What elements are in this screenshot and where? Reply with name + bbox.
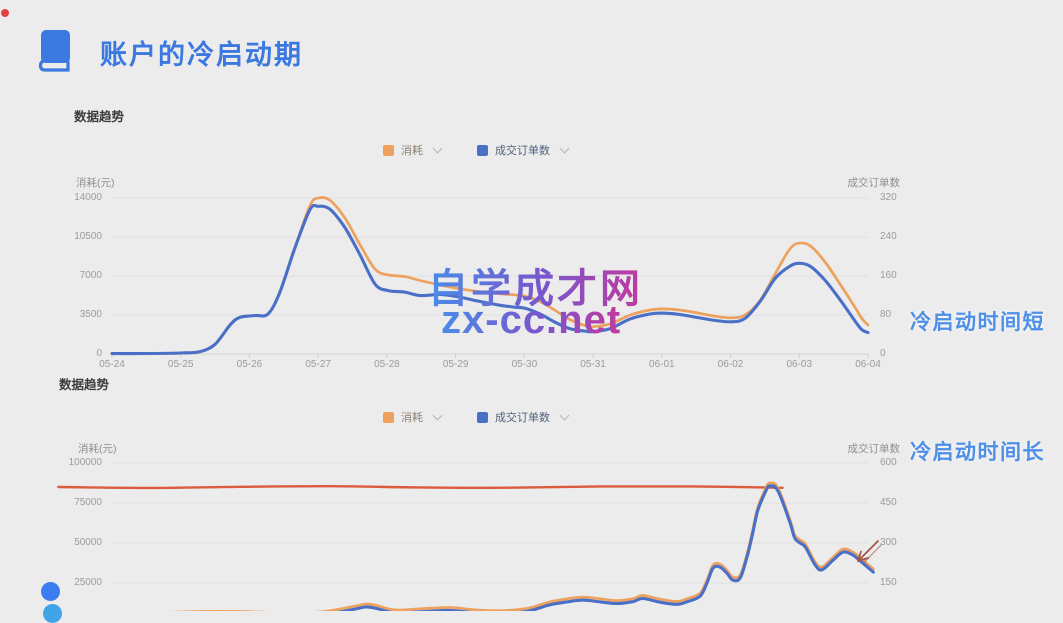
- legend-label: 消耗: [401, 145, 423, 157]
- y-axis-tick-right: 300: [880, 537, 897, 548]
- watermark-url: zx-cc.net: [441, 298, 622, 342]
- book-icon: [36, 28, 78, 76]
- y-axis-tick-left: 7000: [79, 270, 102, 281]
- page-title: 账户的冷启动期: [100, 39, 303, 70]
- chart1-right-axis-title: 成交订单数: [847, 177, 901, 189]
- orders-swatch-icon: [477, 411, 488, 423]
- y-axis-tick-left: 75000: [74, 497, 102, 508]
- y-axis-tick-left: 25000: [74, 577, 102, 588]
- legend-item-orders[interactable]: 成交订单数: [477, 142, 570, 158]
- page-header: 账户的冷启动期: [36, 28, 303, 76]
- recording-dot: [1, 9, 9, 17]
- y-axis-tick-right: 150: [880, 577, 897, 588]
- chart1-section-label: 数据趋势: [74, 110, 125, 124]
- legend-item-consumption[interactable]: 消耗: [383, 409, 443, 425]
- y-axis-tick-right: 600: [880, 457, 897, 468]
- bullet-dot-1: [41, 582, 60, 601]
- y-axis-tick-left: 14000: [74, 192, 102, 203]
- legend-label: 成交订单数: [495, 412, 550, 424]
- y-axis-tick-right: 0: [880, 348, 886, 359]
- x-axis-tick: 05-26: [236, 359, 263, 370]
- x-axis-tick: 06-01: [649, 359, 675, 370]
- x-axis-tick: 05-24: [99, 359, 125, 370]
- chart2-legend: 消耗 成交订单数: [383, 409, 570, 425]
- chart2-section-label: 数据趋势: [59, 378, 110, 392]
- y-axis-tick-right: 320: [880, 192, 897, 203]
- watermark-text: 自学成才网: [428, 256, 643, 314]
- chevron-down-icon[interactable]: [432, 410, 443, 420]
- legend-item-orders[interactable]: 成交订单数: [477, 409, 570, 425]
- y-axis-tick-right: 160: [880, 270, 897, 281]
- chevron-down-icon[interactable]: [559, 143, 570, 153]
- x-axis-tick: 05-30: [511, 359, 538, 370]
- x-axis-tick: 05-31: [580, 359, 606, 370]
- consumption-swatch-icon: [383, 411, 394, 423]
- x-axis-tick: 06-03: [786, 359, 813, 370]
- callout-cold-start-short: 冷启动时间短: [910, 311, 1045, 334]
- y-axis-tick-left: 50000: [74, 537, 102, 548]
- y-axis-tick-left: 100000: [68, 457, 102, 468]
- callout-cold-start-long: 冷启动时间长: [910, 441, 1045, 464]
- chart2-left-axis-title: 消耗(元): [78, 443, 117, 455]
- hand-drawn-arrow-icon: [857, 540, 882, 564]
- chart1-legend: 消耗 成交订单数: [383, 142, 570, 158]
- y-axis-tick-left: 3500: [79, 309, 102, 320]
- chart1-left-axis-title: 消耗(元): [76, 177, 115, 189]
- chart2-right-axis-title: 成交订单数: [847, 443, 901, 455]
- chevron-down-icon[interactable]: [432, 143, 443, 153]
- legend-label: 消耗: [401, 412, 423, 424]
- x-axis-tick: 05-29: [442, 359, 469, 370]
- x-axis-tick: 06-02: [717, 359, 744, 370]
- y-axis-tick-right: 450: [880, 497, 897, 508]
- legend-item-consumption[interactable]: 消耗: [383, 142, 443, 158]
- y-axis-tick-right: 80: [880, 309, 892, 320]
- y-axis-tick-right: 240: [880, 231, 897, 242]
- x-axis-tick: 06-04: [855, 359, 881, 370]
- consumption-swatch-icon: [383, 144, 394, 156]
- x-axis-tick: 05-25: [167, 359, 194, 370]
- chevron-down-icon[interactable]: [559, 410, 570, 420]
- bullet-dot-2: [43, 604, 62, 623]
- y-axis-tick-left: 10500: [74, 231, 102, 242]
- orders-swatch-icon: [477, 144, 488, 156]
- x-axis-tick: 05-28: [374, 359, 400, 370]
- legend-label: 成交订单数: [495, 145, 550, 157]
- y-axis-tick-left: 0: [96, 348, 102, 359]
- x-axis-tick: 05-27: [305, 359, 331, 370]
